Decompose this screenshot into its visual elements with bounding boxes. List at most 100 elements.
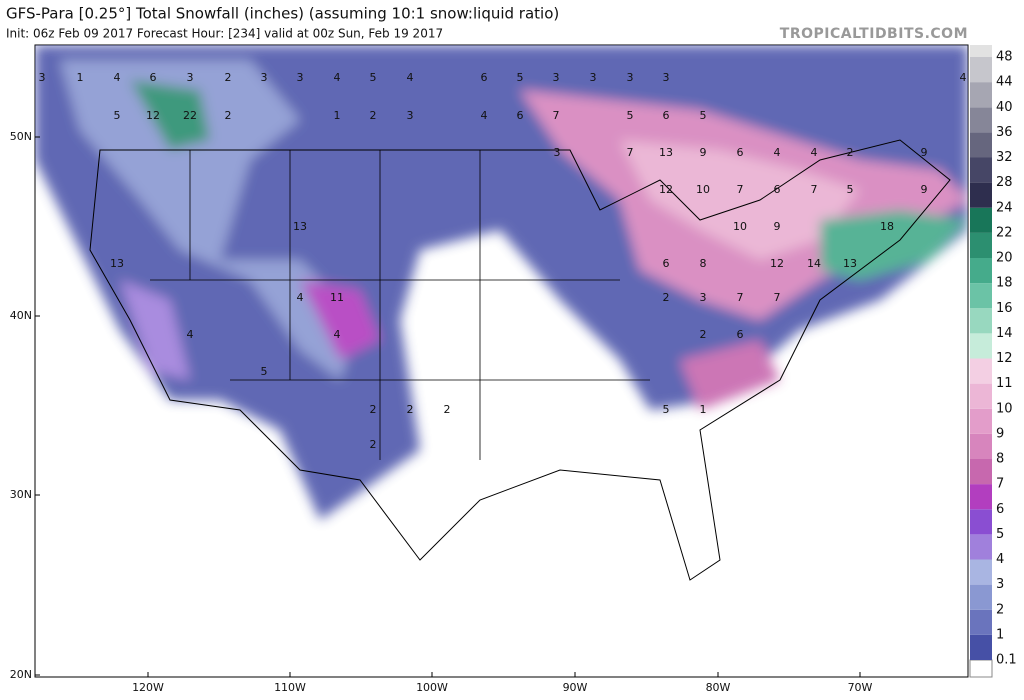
snow-field [35,45,968,581]
lon-label: 80W [706,681,731,694]
snow-label: 6 [481,71,488,84]
snow-label: 1 [334,109,341,122]
watermark: TROPICALTIDBITS.COM [780,26,968,42]
snow-label: 6 [737,146,744,159]
snow-label: 4 [187,328,194,341]
snow-label: 12 [659,183,673,196]
colorbar-label: 44 [996,75,1013,90]
snow-label: 9 [921,146,928,159]
colorbar-box [970,383,992,409]
snow-label: 5 [114,109,121,122]
snow-label: 4 [774,146,781,159]
snow-label: 5 [261,365,268,378]
colorbar-label: 36 [996,125,1013,140]
colorbar-box [970,258,992,284]
colorbar-label: 32 [996,150,1013,165]
snow-label: 6 [663,109,670,122]
colorbar-label: 4 [996,552,1004,567]
snow-label: 2 [407,403,414,416]
colorbar-label: 48 [996,50,1013,65]
lon-label: 100W [416,681,448,694]
snow-label: 2 [370,109,377,122]
snow-label: 6 [663,257,670,270]
colorbar-box [970,534,992,560]
colorbar-label: 14 [996,326,1013,341]
snow-label: 4 [481,109,488,122]
snow-label: 3 [261,71,268,84]
colorbar-box [970,333,992,359]
colorbar-label: 11 [996,376,1013,391]
colorbar-label: 10 [996,401,1013,416]
snow-label: 13 [659,146,673,159]
snow-label: 4 [960,71,967,84]
colorbar-label: 28 [996,175,1013,190]
colorbar-label: 20 [996,251,1013,266]
snow-label: 6 [517,109,524,122]
snow-label: 13 [293,220,307,233]
colorbar-label: 5 [996,527,1004,542]
snow-label: 5 [370,71,377,84]
colorbar-box [970,459,992,485]
lon-label: 90W [563,681,588,694]
colorbar-box [970,207,992,233]
colorbar-box [970,157,992,183]
colorbar-box [970,358,992,384]
snow-label: 14 [807,257,821,270]
snow-label: 3 [663,71,670,84]
snow-label: 6 [737,328,744,341]
snow-label: 2 [663,291,670,304]
snow-label: 3 [187,71,194,84]
colorbar-label: 8 [996,452,1004,467]
subtitle: Init: 06z Feb 09 2017 Forecast Hour: [23… [6,27,443,41]
colorbar-label: 0.1 [996,653,1017,668]
colorbar-box [970,308,992,334]
colorbar-label: 2 [996,602,1004,617]
snow-label: 5 [700,109,707,122]
colorbar-label: 18 [996,276,1013,291]
colorbar-label: 7 [996,477,1004,492]
colorbar-label: 22 [996,225,1013,240]
snow-label: 11 [330,291,344,304]
snow-label: 5 [627,109,634,122]
colorbar-label: 16 [996,301,1013,316]
snow-label: 3 [39,71,46,84]
colorbar-box [970,232,992,258]
snow-label: 2 [225,71,232,84]
snow-label: 7 [627,146,634,159]
snow-label: 2 [225,109,232,122]
snow-label: 2 [700,328,707,341]
colorbar-label: 3 [996,577,1004,592]
lat-label: 50N [10,130,32,143]
snow-label: 3 [297,71,304,84]
snow-label: 6 [150,71,157,84]
colorbar-box [970,408,992,434]
snow-label: 12 [146,109,160,122]
lat-label: 20N [10,668,32,681]
snow-label: 12 [770,257,784,270]
snow-label: 7 [553,109,560,122]
colorbar-label: 9 [996,426,1004,441]
snow-label: 7 [811,183,818,196]
snow-label: 2 [370,403,377,416]
snow-label: 4 [297,291,304,304]
lat-label: 40N [10,309,32,322]
colorbar-box [970,107,992,133]
snow-label: 2 [847,146,854,159]
snow-label: 9 [921,183,928,196]
lon-label: 110W [274,681,306,694]
snow-label: 5 [517,71,524,84]
snow-label: 4 [334,328,341,341]
snow-label: 9 [700,146,707,159]
colorbar-label: 40 [996,100,1013,115]
snow-label: 3 [407,109,414,122]
colorbar-box [970,559,992,585]
snow-label: 1 [700,403,707,416]
lat-label: 30N [10,488,32,501]
snow-label: 4 [114,71,121,84]
colorbar-label: 1 [996,627,1004,642]
colorbar-box [970,584,992,610]
colorbar-box [970,509,992,535]
snow-label: 2 [370,438,377,451]
snow-label: 1 [77,71,84,84]
colorbar-label: 6 [996,502,1004,517]
